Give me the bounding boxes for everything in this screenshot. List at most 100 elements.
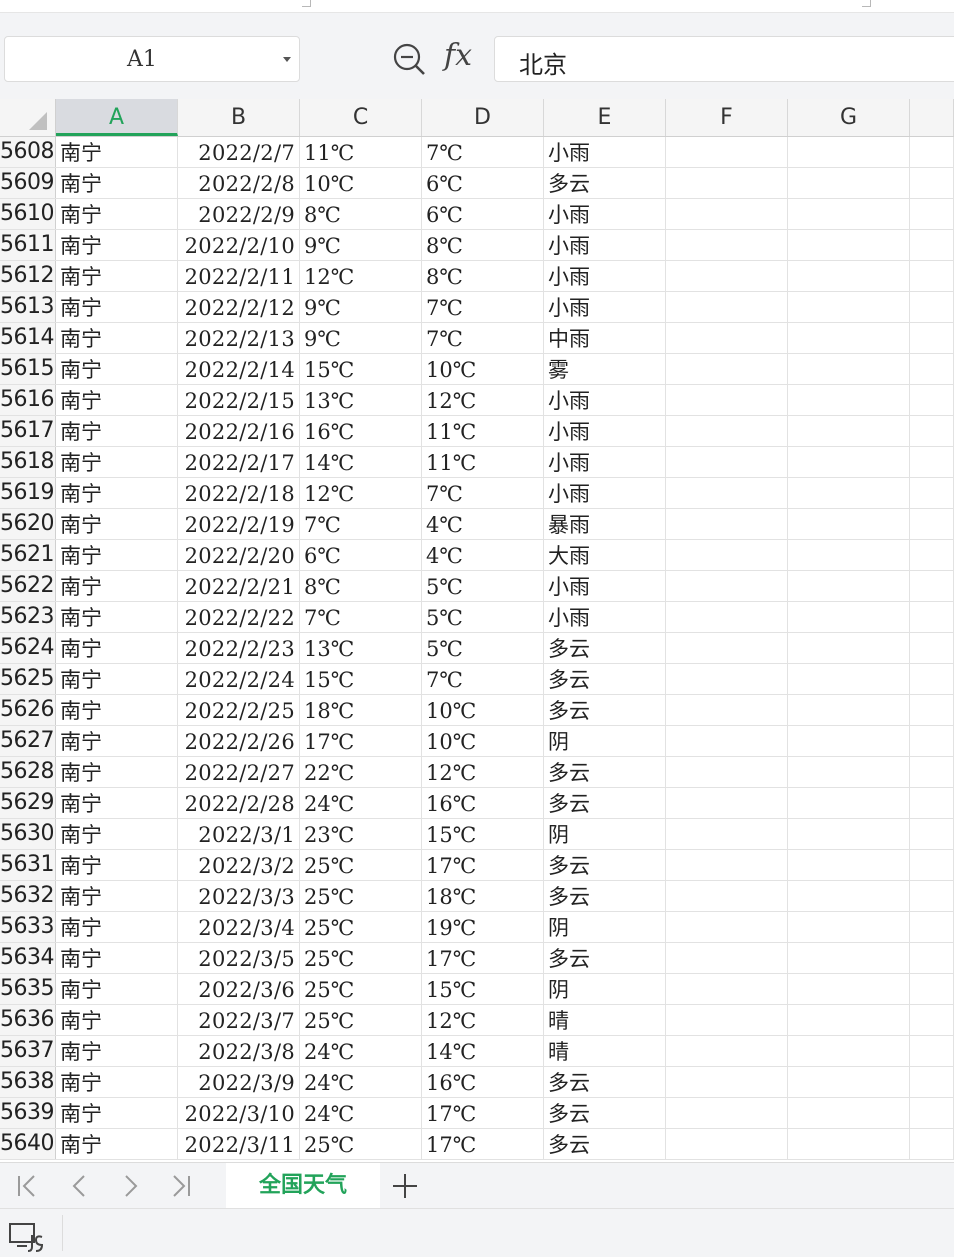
cell-d[interactable]: 18℃ — [422, 881, 544, 911]
cell-a[interactable]: 南宁 — [56, 1067, 178, 1097]
cell-a[interactable]: 南宁 — [56, 168, 178, 198]
column-header-next[interactable] — [910, 99, 954, 136]
cell-d[interactable]: 10℃ — [422, 354, 544, 384]
cell-a[interactable]: 南宁 — [56, 137, 178, 167]
cell-b[interactable]: 2022/3/4 — [178, 912, 300, 942]
cell-a[interactable]: 南宁 — [56, 974, 178, 1004]
cell-h[interactable] — [910, 912, 954, 942]
cell-h[interactable] — [910, 447, 954, 477]
cell-g[interactable] — [788, 261, 910, 291]
cell-b[interactable]: 2022/2/16 — [178, 416, 300, 446]
cell-f[interactable] — [666, 540, 788, 570]
cell-b[interactable]: 2022/3/2 — [178, 850, 300, 880]
cell-h[interactable] — [910, 788, 954, 818]
cell-d[interactable]: 6℃ — [422, 168, 544, 198]
row-header[interactable]: 5619 — [0, 478, 56, 508]
cell-h[interactable] — [910, 354, 954, 384]
cell-c[interactable]: 24℃ — [300, 1067, 422, 1097]
cell-d[interactable]: 15℃ — [422, 819, 544, 849]
cell-b[interactable]: 2022/3/8 — [178, 1036, 300, 1066]
row-header[interactable]: 5625 — [0, 664, 56, 694]
row-header[interactable]: 5623 — [0, 602, 56, 632]
cell-c[interactable]: 25℃ — [300, 881, 422, 911]
cell-b[interactable]: 2022/3/5 — [178, 943, 300, 973]
cell-d[interactable]: 12℃ — [422, 385, 544, 415]
cell-g[interactable] — [788, 850, 910, 880]
cell-h[interactable] — [910, 199, 954, 229]
cell-b[interactable]: 2022/2/23 — [178, 633, 300, 663]
cell-e[interactable]: 雾 — [544, 354, 666, 384]
cell-f[interactable] — [666, 881, 788, 911]
cell-d[interactable]: 7℃ — [422, 478, 544, 508]
row-header[interactable]: 5618 — [0, 447, 56, 477]
cell-f[interactable] — [666, 354, 788, 384]
cell-g[interactable] — [788, 1098, 910, 1128]
cell-h[interactable] — [910, 633, 954, 663]
cell-d[interactable]: 16℃ — [422, 788, 544, 818]
cell-d[interactable]: 15℃ — [422, 974, 544, 1004]
cell-e[interactable]: 阴 — [544, 912, 666, 942]
cell-d[interactable]: 17℃ — [422, 943, 544, 973]
cell-c[interactable]: 10℃ — [300, 168, 422, 198]
column-header-d[interactable]: D — [422, 99, 544, 136]
cell-b[interactable]: 2022/2/26 — [178, 726, 300, 756]
cell-b[interactable]: 2022/2/9 — [178, 199, 300, 229]
cell-f[interactable] — [666, 1129, 788, 1159]
cell-d[interactable]: 5℃ — [422, 633, 544, 663]
cell-e[interactable]: 多云 — [544, 1098, 666, 1128]
cell-c[interactable]: 24℃ — [300, 788, 422, 818]
row-header[interactable]: 5613 — [0, 292, 56, 322]
cell-f[interactable] — [666, 168, 788, 198]
cell-d[interactable]: 16℃ — [422, 1067, 544, 1097]
cell-a[interactable]: 南宁 — [56, 788, 178, 818]
cell-g[interactable] — [788, 1036, 910, 1066]
cell-g[interactable] — [788, 757, 910, 787]
cell-c[interactable]: 25℃ — [300, 943, 422, 973]
cell-a[interactable]: 南宁 — [56, 199, 178, 229]
cell-g[interactable] — [788, 292, 910, 322]
cell-d[interactable]: 6℃ — [422, 199, 544, 229]
cell-d[interactable]: 8℃ — [422, 261, 544, 291]
cell-f[interactable] — [666, 850, 788, 880]
cell-d[interactable]: 8℃ — [422, 230, 544, 260]
cell-c[interactable]: 24℃ — [300, 1036, 422, 1066]
cell-h[interactable] — [910, 664, 954, 694]
row-header[interactable]: 5632 — [0, 881, 56, 911]
chevron-down-icon[interactable] — [283, 57, 291, 62]
row-header[interactable]: 5637 — [0, 1036, 56, 1066]
cell-c[interactable]: 18℃ — [300, 695, 422, 725]
cell-c[interactable]: 12℃ — [300, 261, 422, 291]
row-header[interactable]: 5608 — [0, 137, 56, 167]
cell-a[interactable]: 南宁 — [56, 292, 178, 322]
cell-d[interactable]: 11℃ — [422, 416, 544, 446]
cell-e[interactable]: 小雨 — [544, 385, 666, 415]
cell-a[interactable]: 南宁 — [56, 633, 178, 663]
add-sheet-icon[interactable] — [390, 1171, 420, 1201]
cell-e[interactable]: 中雨 — [544, 323, 666, 353]
cell-f[interactable] — [666, 1098, 788, 1128]
row-header[interactable]: 5620 — [0, 509, 56, 539]
cell-b[interactable]: 2022/3/10 — [178, 1098, 300, 1128]
cell-g[interactable] — [788, 819, 910, 849]
cell-e[interactable]: 多云 — [544, 943, 666, 973]
cell-h[interactable] — [910, 230, 954, 260]
row-header[interactable]: 5621 — [0, 540, 56, 570]
row-header[interactable]: 5627 — [0, 726, 56, 756]
cell-a[interactable]: 南宁 — [56, 912, 178, 942]
cell-g[interactable] — [788, 881, 910, 911]
row-header[interactable]: 5616 — [0, 385, 56, 415]
cell-g[interactable] — [788, 416, 910, 446]
cell-b[interactable]: 2022/2/20 — [178, 540, 300, 570]
cell-b[interactable]: 2022/3/11 — [178, 1129, 300, 1159]
cell-a[interactable]: 南宁 — [56, 509, 178, 539]
cell-h[interactable] — [910, 1036, 954, 1066]
row-header[interactable]: 5615 — [0, 354, 56, 384]
cell-a[interactable]: 南宁 — [56, 726, 178, 756]
zoom-icon[interactable] — [392, 42, 426, 80]
cell-g[interactable] — [788, 447, 910, 477]
cell-h[interactable] — [910, 819, 954, 849]
first-sheet-icon[interactable] — [12, 1171, 42, 1201]
cell-a[interactable]: 南宁 — [56, 881, 178, 911]
row-header[interactable]: 5622 — [0, 571, 56, 601]
formula-input[interactable]: 北京 — [494, 36, 954, 82]
